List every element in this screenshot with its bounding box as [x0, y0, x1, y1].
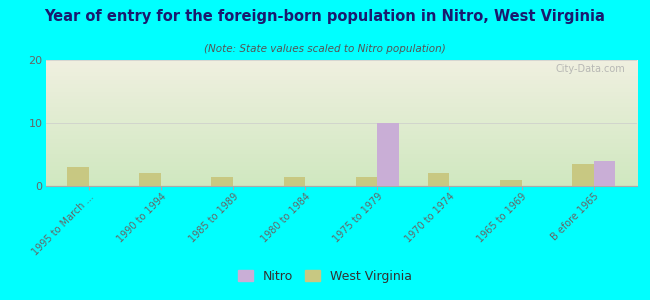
Text: (Note: State values scaled to Nitro population): (Note: State values scaled to Nitro popu… [204, 44, 446, 53]
Text: City-Data.com: City-Data.com [555, 64, 625, 74]
Legend: Nitro, West Virginia: Nitro, West Virginia [233, 265, 417, 288]
Bar [139, 173, 161, 186]
Bar [211, 176, 233, 186]
Bar [500, 180, 521, 186]
Bar [572, 164, 593, 186]
Bar [67, 167, 89, 186]
Text: Year of entry for the foreign-born population in Nitro, West Virginia: Year of entry for the foreign-born popul… [45, 9, 605, 24]
Bar [593, 161, 616, 186]
Bar [283, 176, 305, 186]
Bar [356, 176, 377, 186]
Bar [377, 123, 399, 186]
Bar [428, 173, 449, 186]
